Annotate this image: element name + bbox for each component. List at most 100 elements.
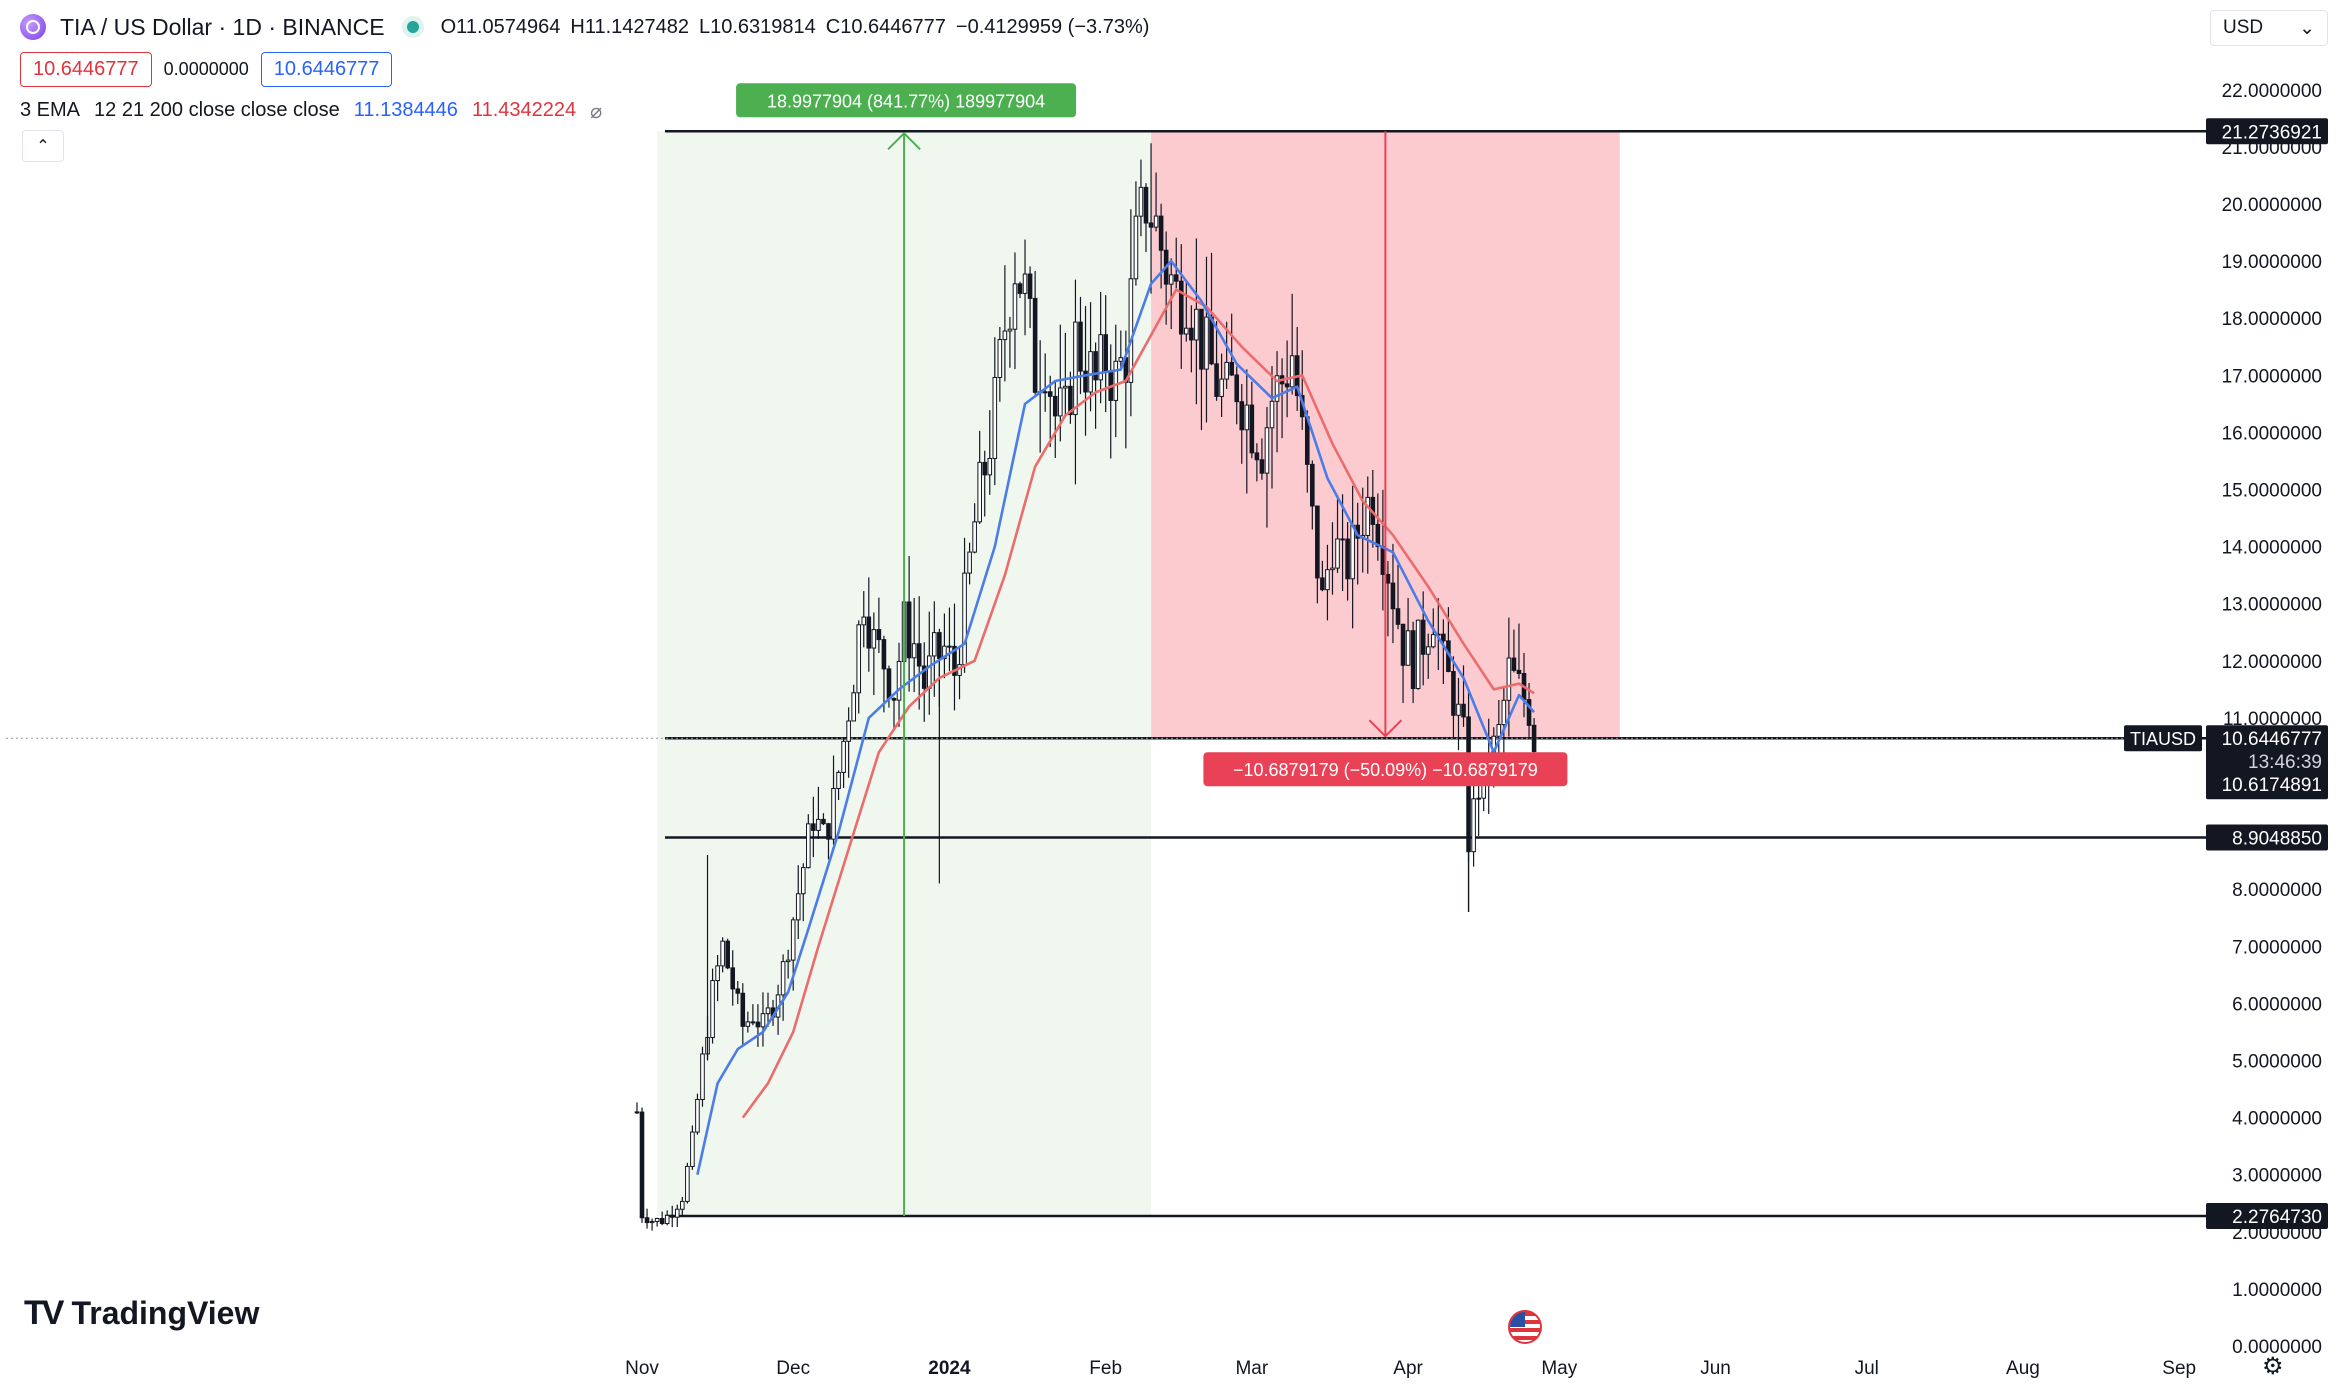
us-flag-icon[interactable] [1508, 1310, 1542, 1344]
candle [987, 410, 993, 495]
candle [785, 949, 791, 979]
y-tick-label: 8.0000000 [2232, 880, 2322, 901]
x-tick-label: 2024 [928, 1358, 971, 1379]
candle [1234, 366, 1240, 425]
ema-fast-value: 11.1384446 [353, 99, 458, 121]
candle [1269, 366, 1275, 489]
candle [1068, 371, 1073, 424]
y-tick-label: 12.0000000 [2222, 652, 2322, 673]
candle-body [926, 655, 932, 689]
candle [690, 1125, 695, 1170]
candle [720, 937, 725, 973]
candle [1133, 181, 1139, 286]
candle-body [725, 940, 730, 969]
candle [659, 1211, 665, 1226]
candle [1330, 522, 1335, 595]
measure-down-label: −10.6879179 (−50.09%) −10.6879179 [1233, 760, 1538, 780]
candle [977, 430, 982, 525]
candle [972, 503, 977, 554]
hidden-indicator-icon[interactable]: ⌀ [590, 101, 603, 123]
candle-body [831, 787, 836, 840]
candle-body [664, 1214, 670, 1225]
candle [1168, 258, 1174, 330]
price-axis[interactable]: 22.000000021.000000020.000000019.0000000… [2124, 81, 2328, 1358]
horizontal-lines[interactable] [6, 130, 2210, 1218]
candle [634, 1102, 640, 1115]
brand-name: TradingView [71, 1295, 260, 1331]
candle [947, 607, 952, 672]
symbol-header: TIA / US Dollar · 1D · BINANCE O11.05749… [20, 10, 1149, 44]
candle-body [720, 940, 725, 967]
buy-price-button[interactable]: 10.6446777 [260, 52, 393, 87]
candle [866, 577, 872, 672]
candle [664, 1210, 670, 1226]
measure-up-arrowhead-icon [887, 131, 921, 150]
sell-price-button[interactable]: 10.6446777 [20, 52, 152, 87]
symbol-title[interactable]: TIA / US Dollar · 1D · BINANCE [60, 13, 385, 40]
y-tick-label: 3.0000000 [2232, 1166, 2322, 1187]
candle-body [1330, 567, 1335, 571]
candle [1325, 544, 1330, 621]
candle [1390, 543, 1396, 644]
candle-body [1310, 463, 1315, 507]
candle-body [1506, 657, 1512, 701]
candle-body [1350, 524, 1355, 580]
candle-body [1078, 321, 1083, 372]
y-tick-label: 4.0000000 [2232, 1109, 2322, 1130]
tradingview-logo[interactable]: TV TradingView [24, 1294, 259, 1333]
candle-body [1531, 724, 1537, 753]
candle-body [947, 645, 952, 648]
candle [1405, 598, 1411, 666]
candle-body [1380, 546, 1386, 575]
indicator-legend[interactable]: 3 EMA 12 21 200 close close close 11.138… [20, 99, 602, 124]
candle-body [669, 1214, 675, 1218]
settings-gear-icon[interactable]: ⚙ [2262, 1353, 2284, 1380]
candle-body [1063, 385, 1068, 389]
currency-select[interactable]: USD ⌄ [2210, 10, 2328, 46]
candle-body [1027, 273, 1033, 299]
candle-body [806, 823, 811, 869]
symbol-tag-bg [2124, 725, 2202, 752]
candle-body [1390, 582, 1396, 610]
candle-body [1229, 361, 1234, 376]
candle [745, 1011, 751, 1033]
candle [700, 1046, 705, 1107]
candle-body [1320, 577, 1325, 591]
candle-body [1209, 316, 1214, 365]
candle-body [790, 919, 796, 961]
candle [649, 1218, 655, 1231]
x-tick-label: Jul [1855, 1358, 1879, 1379]
candle [1224, 321, 1229, 389]
candle-body [785, 959, 791, 963]
y-tick-label: 20.0000000 [2222, 195, 2322, 216]
candle-body [1496, 724, 1502, 737]
candle-body [1385, 573, 1391, 584]
candle-body [745, 1021, 751, 1027]
candle-body [1471, 798, 1476, 853]
candle [1184, 280, 1189, 342]
time-axis[interactable]: Nov Dec 2024 Feb Mar Apr May Jun Jul Aug Sep [625, 1358, 2196, 1379]
x-tick-label: Jun [1700, 1358, 1731, 1379]
collapse-legend-button[interactable]: ⌃ [22, 130, 64, 162]
x-tick-label: Sep [2162, 1358, 2196, 1379]
candle-body [715, 965, 720, 982]
candle-body [1178, 280, 1184, 335]
ema-slow-line [741, 288, 1535, 1119]
candle-body [982, 461, 988, 476]
candle [1310, 460, 1315, 530]
close-value: C10.6446777 [825, 15, 946, 38]
candle [861, 591, 867, 648]
candle-body [1375, 523, 1381, 548]
measure-tools[interactable]: 18.9977904 (841.77%) 189977904 −10.687917… [736, 83, 1568, 1217]
candle [1511, 629, 1517, 673]
candle [942, 613, 947, 679]
candle [1073, 279, 1078, 485]
candle [669, 1205, 675, 1228]
candle-body [710, 980, 715, 1039]
candle [800, 863, 806, 922]
candle-body [1325, 569, 1330, 591]
candle-body [1168, 274, 1174, 285]
tia-coin-icon [20, 14, 46, 40]
candle [1113, 324, 1119, 438]
